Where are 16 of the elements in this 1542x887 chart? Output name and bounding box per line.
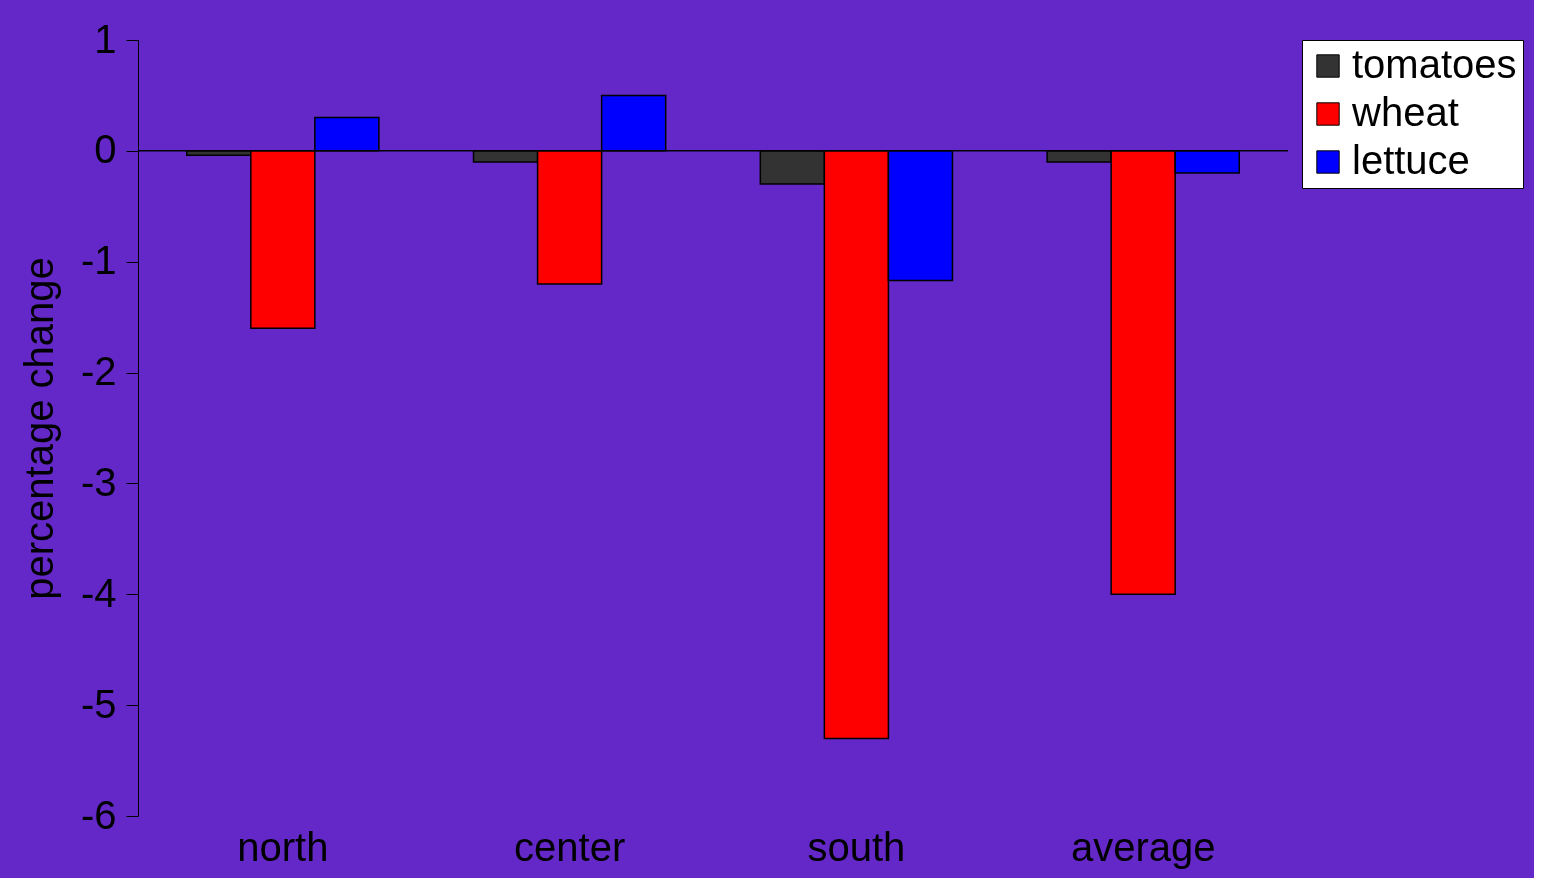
y-tick-label: -4 (80, 570, 117, 615)
y-axis-title: percentage change (16, 257, 61, 600)
y-tick-label: 0 (94, 127, 117, 172)
legend-label: wheat (1351, 90, 1459, 134)
y-tick-label: -3 (80, 459, 117, 504)
legend-label: lettuce (1352, 138, 1470, 182)
x-tick-label: center (514, 824, 626, 869)
y-tick-label: -6 (80, 792, 117, 837)
y-tick-label: 1 (94, 16, 117, 61)
x-tick-label: south (807, 824, 906, 869)
y-tick-label: -2 (80, 349, 117, 394)
legend-label: tomatoes (1352, 42, 1517, 86)
x-tick-label: average (1070, 824, 1216, 869)
y-tick-label: -1 (80, 238, 117, 283)
y-tick-label: -5 (80, 681, 117, 726)
x-tick-label: north (237, 824, 329, 869)
